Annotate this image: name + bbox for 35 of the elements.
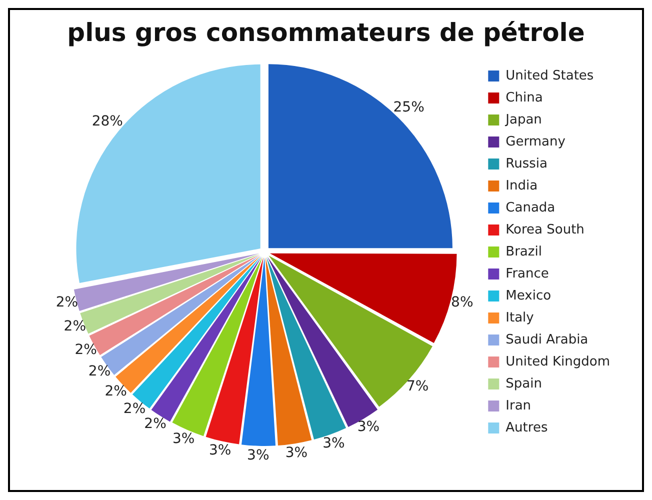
data-label: 2% [64,318,86,335]
legend-label: Iran [506,398,532,414]
legend-label: Spain [506,376,542,392]
legend-label: Germany [506,134,566,150]
legend-label: Mexico [506,288,552,304]
data-label: 2% [88,364,111,380]
legend-label: Japan [504,112,542,128]
legend-label: France [506,266,549,282]
data-label: 2% [144,416,166,432]
data-label: 3% [247,448,270,464]
legend-label: United Kingdom [506,354,610,370]
data-label: 2% [104,383,127,400]
data-label: 2% [74,342,97,358]
data-label: 25% [393,99,424,116]
data-label: 3% [285,445,308,462]
legend-label: Canada [506,200,556,216]
legend-label: China [506,90,543,106]
chart-title: plus gros consommateurs de pétrole [66,17,586,47]
legend-label: Saudi Arabia [506,332,588,348]
legend-label: Brazil [506,244,542,260]
data-label: 28% [92,114,123,130]
data-label: 7% [406,378,429,395]
data-label: 3% [322,436,345,452]
data-label: 3% [208,442,232,459]
legend-label: Autres [506,420,548,436]
data-label: 3% [172,430,195,447]
legend-label: United States [506,68,594,84]
data-label: 3% [357,419,380,436]
data-label: 2% [123,400,146,417]
legend-label: Russia [506,156,548,172]
legend-label: India [506,178,538,194]
data-label: 8% [451,294,474,310]
legend-label: Italy [506,310,534,326]
data-label: 2% [56,294,78,310]
legend-label: Korea South [506,222,584,238]
